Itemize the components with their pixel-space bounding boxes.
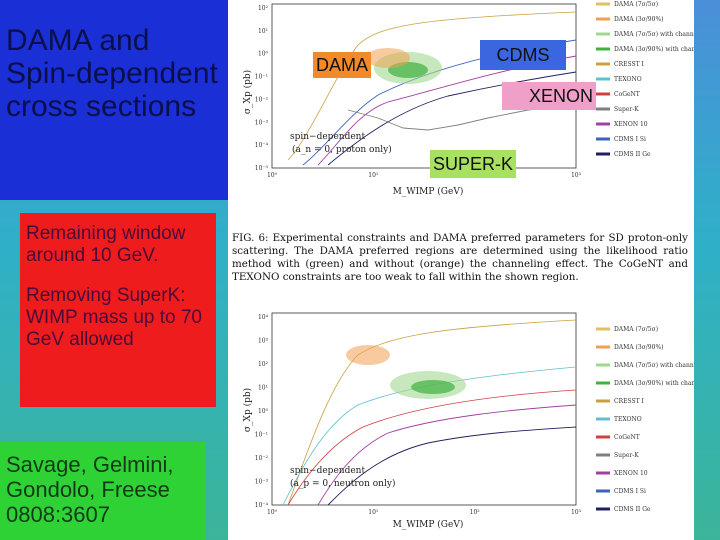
slide-title: DAMA and Spin-dependent cross sections bbox=[6, 24, 218, 123]
curve-cresst-b bbox=[287, 319, 577, 506]
bottom-legend-label: XENON 10 bbox=[614, 470, 648, 477]
bottom-ytick: 10⁰ bbox=[258, 408, 269, 415]
bottom-anno-1: spin−dependent bbox=[290, 466, 365, 476]
bottom-legend-label: CDMS I Si bbox=[614, 488, 646, 495]
top-anno-2: (a_n = 0, proton only) bbox=[292, 144, 392, 155]
bottom-legend-label: DAMA (3σ/90%) with channeling bbox=[614, 380, 694, 387]
bottom-legend-label: CDMS II Ge bbox=[614, 506, 651, 513]
bottom-xtick: 10¹ bbox=[368, 509, 378, 516]
bottom-legend-label: CRESST I bbox=[614, 398, 645, 405]
bottom-ytick: 10⁴ bbox=[258, 314, 269, 321]
top-xtick: 10¹ bbox=[368, 172, 378, 179]
bottom-ytick: 10⁻¹ bbox=[255, 432, 268, 439]
bottom-legend-label: CoGeNT bbox=[614, 434, 640, 441]
top-xtick: 10³ bbox=[571, 172, 582, 179]
bottom-plot: 10⁴ 10³ 10² 10¹ 10⁰ 10⁻¹ 10⁻² 10⁻³ 10⁻⁴ 10⁰ 10¹ 10… bbox=[242, 312, 694, 530]
curve-cdms-ge bbox=[327, 71, 577, 166]
top-ylabel: σ_Xp (pb) bbox=[242, 70, 253, 114]
top-ytick: 10⁻¹ bbox=[255, 74, 268, 81]
overlay-label-superk: SUPER-K bbox=[430, 150, 517, 178]
bottom-ytick: 10⁻⁴ bbox=[255, 502, 269, 509]
dama-channeling-core-b bbox=[411, 380, 455, 394]
top-ytick: 10⁻³ bbox=[255, 119, 269, 126]
bottom-ytick: 10⁻³ bbox=[255, 479, 269, 486]
top-xlabel: M_WIMP (GeV) bbox=[393, 186, 464, 197]
top-legend-label: CDMS I Si bbox=[614, 136, 646, 143]
top-legend-label: CoGeNT bbox=[614, 91, 640, 98]
bottom-xlabel: M_WIMP (GeV) bbox=[393, 519, 464, 530]
reference-text: Savage, Gelmini, Gondolo, Freese 0808:36… bbox=[6, 452, 174, 527]
curve-cogent-b bbox=[287, 389, 577, 506]
top-ytick: 10⁻⁵ bbox=[255, 165, 269, 172]
overlay-label-xenon: XENON bbox=[502, 82, 596, 110]
bottom-xtick: 10² bbox=[470, 509, 481, 516]
bottom-xtick: 10³ bbox=[571, 509, 582, 516]
bottom-ytick: 10¹ bbox=[258, 385, 268, 392]
top-legend-label: CRESST I bbox=[614, 61, 645, 68]
window-note: Remaining window around 10 GeV. bbox=[26, 223, 186, 266]
curve-texono-b bbox=[282, 366, 577, 506]
bottom-legend-label: Super-K bbox=[614, 452, 639, 459]
dama-region-b bbox=[346, 345, 390, 365]
top-ytick: 10⁻² bbox=[255, 96, 269, 103]
curve-cdms-ge-b bbox=[327, 426, 577, 506]
top-xtick: 10⁰ bbox=[267, 172, 278, 179]
top-legend-label: CDMS II Ge bbox=[614, 151, 651, 158]
overlay-label-dama: DAMA bbox=[313, 52, 372, 78]
top-legend-label: DAMA (3σ/90%) bbox=[614, 16, 663, 23]
reference-box: Savage, Gelmini, Gondolo, Freese 0808:36… bbox=[0, 442, 205, 540]
top-legend-label: TEXONO bbox=[614, 76, 642, 83]
dama-region bbox=[366, 48, 410, 68]
top-legend-label: DAMA (7σ/5σ) bbox=[614, 1, 658, 8]
bottom-ytick: 10³ bbox=[258, 338, 269, 345]
curve-superk bbox=[347, 104, 577, 131]
bottom-legend-label: DAMA (7σ/5σ) with channeling bbox=[614, 362, 694, 369]
top-legend-label: XENON 10 bbox=[614, 121, 648, 128]
overlay-label-cdms: CDMS bbox=[480, 40, 566, 70]
slide-title-box: DAMA and Spin-dependent cross sections bbox=[0, 0, 228, 200]
notes-box: Remaining window around 10 GeV. Removing… bbox=[20, 213, 216, 407]
top-legend-label: Super-K bbox=[614, 106, 639, 113]
superk-note: Removing SuperK: WIMP mass up to 70 GeV … bbox=[26, 285, 202, 350]
top-legend-label: DAMA (3σ/90%) with channeling bbox=[614, 46, 694, 53]
bottom-ylabel: σ_Xp (pb) bbox=[242, 388, 253, 432]
top-anno-1: spin−dependent bbox=[290, 132, 365, 142]
bottom-plot-frame bbox=[271, 312, 577, 506]
top-ytick: 10² bbox=[258, 5, 269, 12]
top-legend-label: DAMA (7σ/5σ) with channeling bbox=[614, 31, 694, 38]
bottom-ytick: 10² bbox=[258, 361, 269, 368]
curve-xenon-b bbox=[317, 404, 577, 506]
top-ytick: 10⁰ bbox=[258, 51, 269, 58]
bottom-legend-label: DAMA (3σ/90%) bbox=[614, 344, 663, 351]
bottom-legend-label: TEXONO bbox=[614, 416, 642, 423]
top-ytick: 10¹ bbox=[258, 28, 268, 35]
bottom-legend: DAMA (7σ/5σ) DAMA (3σ/90%) DAMA (7σ/5σ) wi… bbox=[596, 326, 694, 513]
figure-caption: FIG. 6: Experimental constraints and DAM… bbox=[232, 232, 688, 283]
curve-cresst bbox=[287, 11, 577, 161]
bottom-legend-label: DAMA (7σ/5σ) bbox=[614, 326, 658, 333]
bottom-ytick: 10⁻² bbox=[255, 455, 269, 462]
top-ytick: 10⁻⁴ bbox=[255, 142, 269, 149]
bottom-anno-2: (a_p = 0, neutron only) bbox=[290, 478, 395, 489]
top-legend: DAMA (7σ/5σ) DAMA (3σ/90%) DAMA (7σ/5σ) wi… bbox=[596, 1, 694, 158]
bottom-xtick: 10⁰ bbox=[267, 509, 278, 516]
